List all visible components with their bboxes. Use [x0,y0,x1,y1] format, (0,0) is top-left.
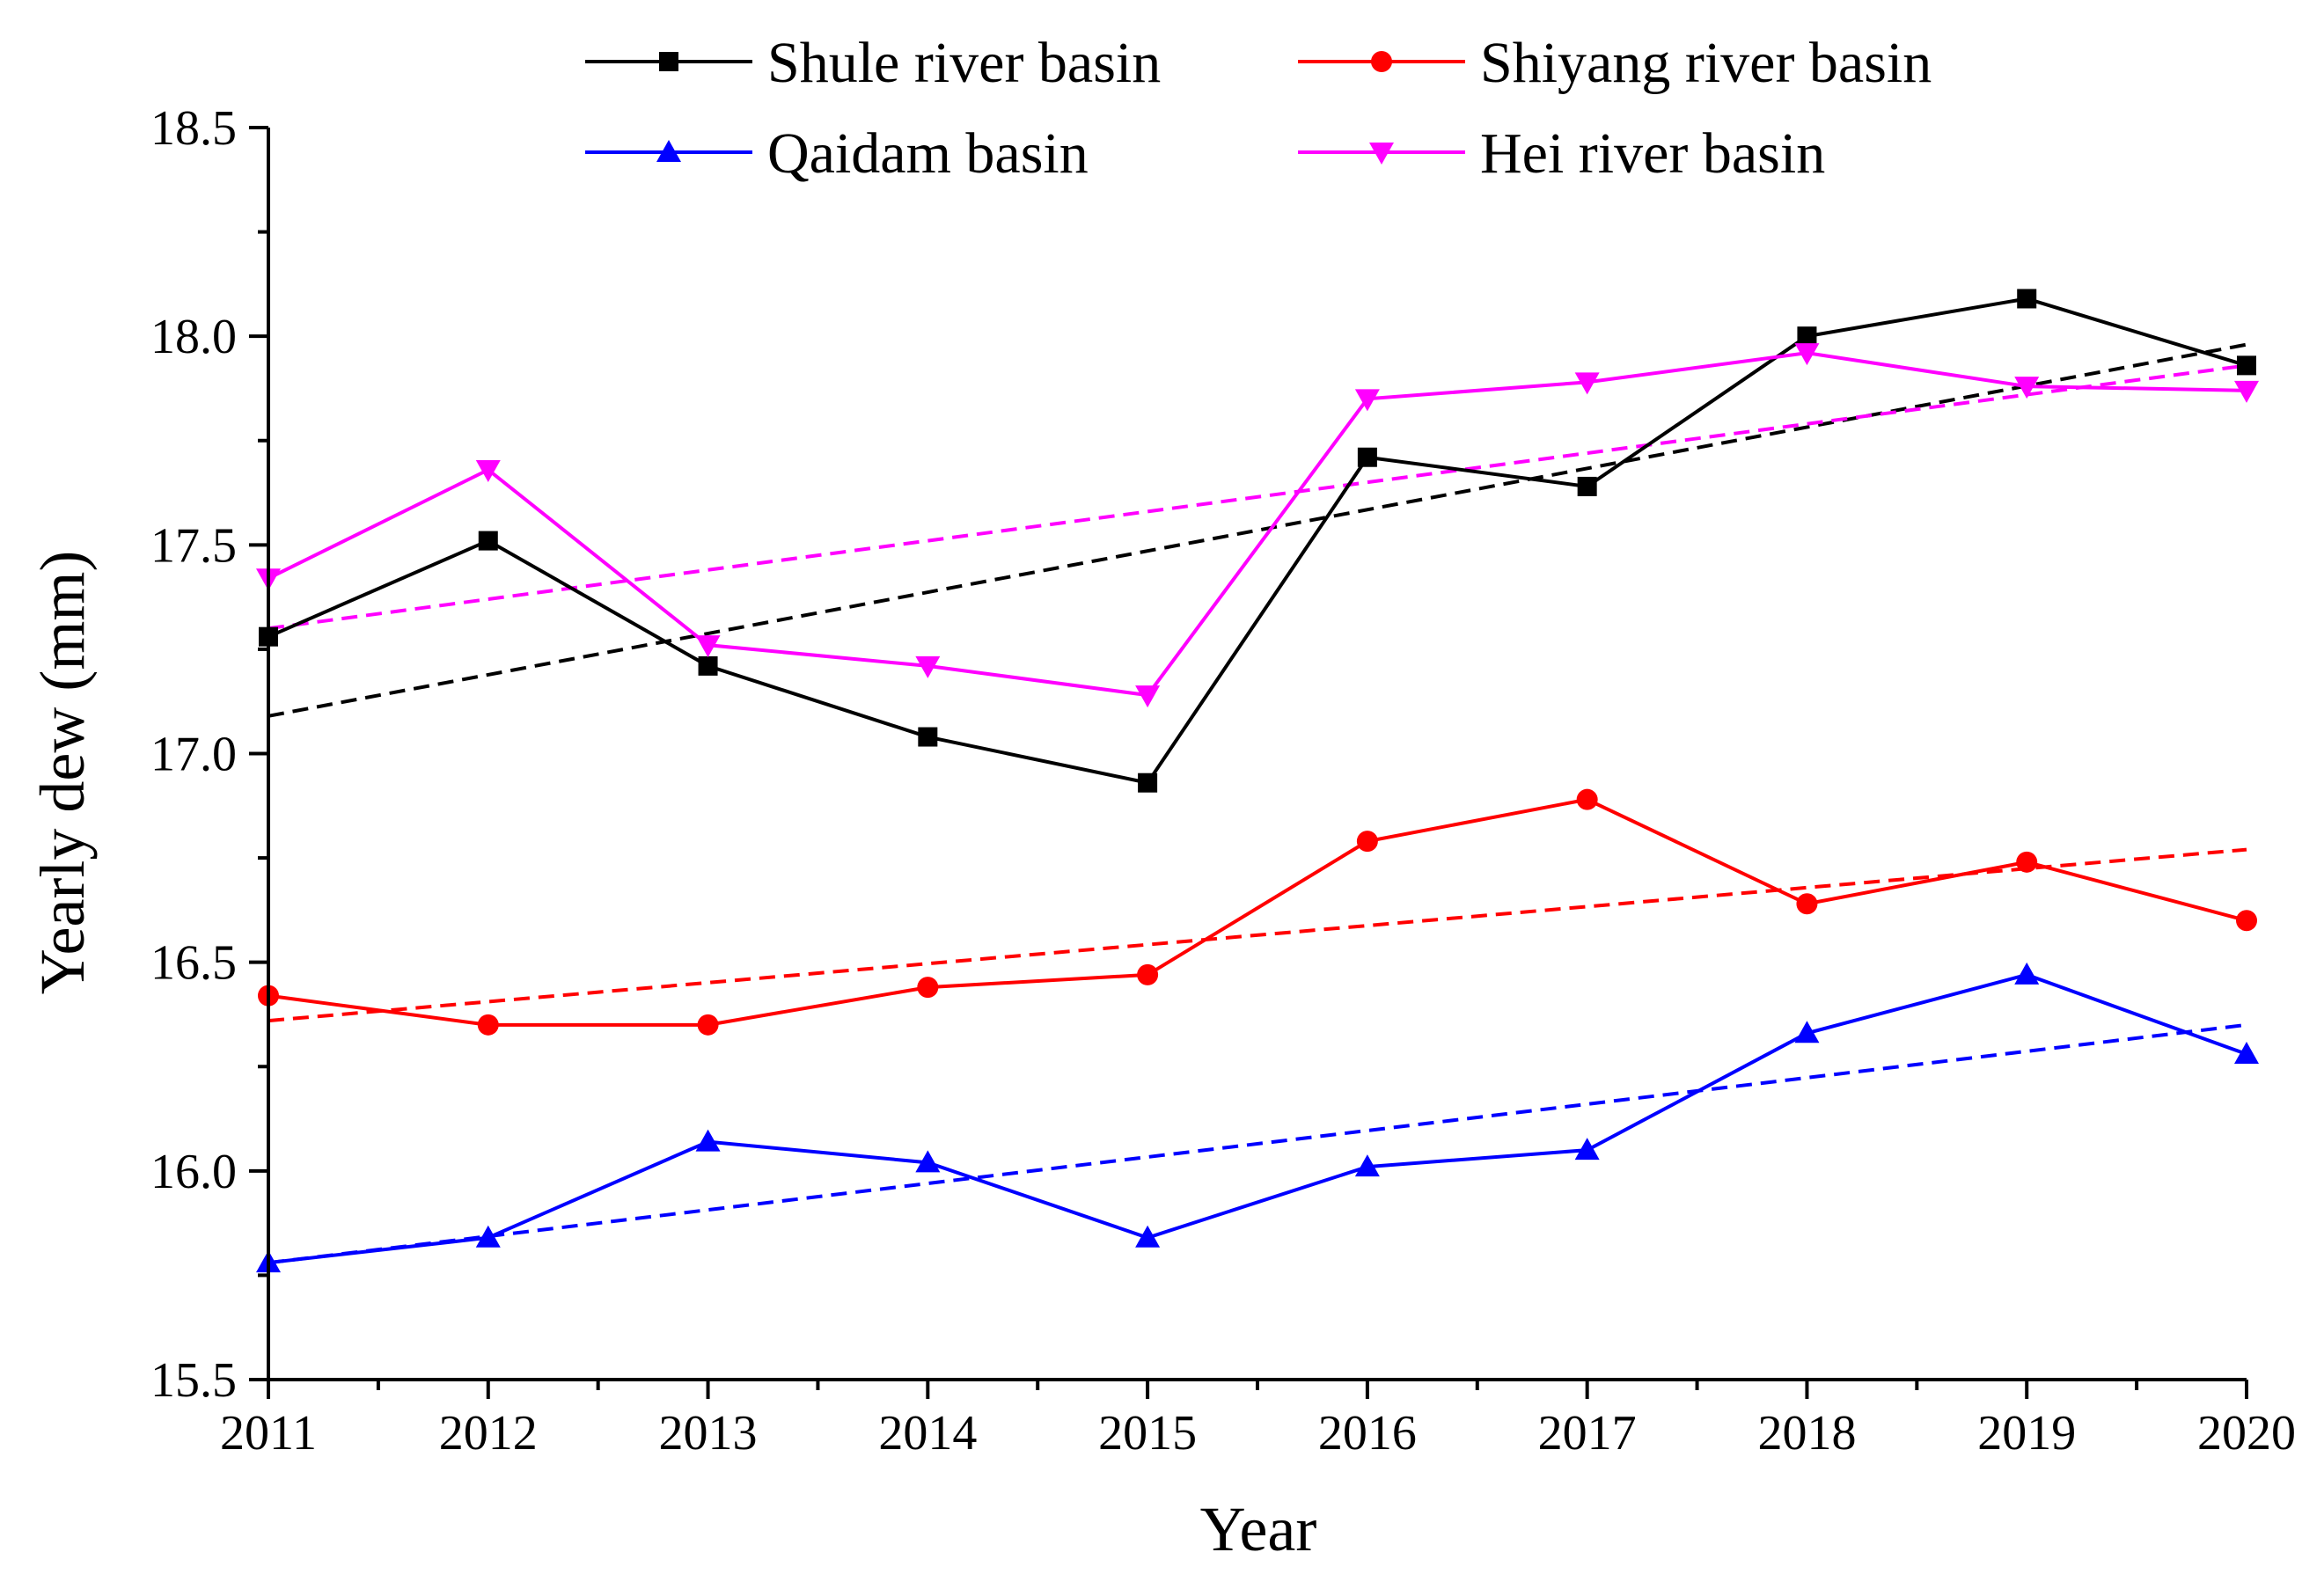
y-tick-label-16.5: 16.5 [150,936,237,991]
x-tick-label-2015: 2015 [1098,1406,1197,1461]
trendline-qaidam-basin [268,1022,2247,1265]
trendline-hei-river-basin [268,363,2247,631]
data-point-shiyang-river-basin-2016 [1356,831,1378,853]
legend-marker-qaidam-basin [656,140,681,162]
data-point-hei-river-basin-2013 [695,635,721,658]
data-point-shiyang-river-basin-2012 [477,1014,499,1036]
x-tick-label-2016: 2016 [1318,1406,1417,1461]
data-point-shiyang-river-basin-2014 [917,977,939,999]
data-point-shule-river-basin-2017 [1577,476,1597,496]
data-point-hei-river-basin-2016 [1354,389,1380,412]
data-point-hei-river-basin-2015 [1135,685,1161,708]
data-point-hei-river-basin-2018 [1794,343,1820,366]
x-tick-label-2014: 2014 [878,1406,977,1461]
data-point-hei-river-basin-2014 [915,655,941,678]
data-point-shiyang-river-basin-2020 [2236,910,2257,932]
data-point-shiyang-river-basin-2017 [1576,788,1598,810]
plot-area [256,289,2259,1273]
x-tick-label-2013: 2013 [659,1406,758,1461]
data-point-qaidam-basin-2013 [695,1129,721,1152]
x-tick-label-2020: 2020 [2197,1406,2296,1461]
data-point-shiyang-river-basin-2013 [697,1014,719,1036]
data-point-shule-river-basin-2012 [478,531,498,551]
data-point-shule-river-basin-2014 [918,727,938,747]
data-point-qaidam-basin-2017 [1574,1138,1600,1161]
trendline-shiyang-river-basin [268,847,2247,1023]
series-line-hei-river-basin [268,351,2247,698]
data-point-shule-river-basin-2020 [2237,355,2256,376]
data-point-qaidam-basin-2019 [2014,962,2040,985]
data-point-shiyang-river-basin-2018 [1796,893,1818,915]
trendline-shule-river-basin [268,342,2247,718]
legend-marker-shiyang-river-basin [1371,51,1392,72]
legend-label-hei-river-basin: Hei river basin [1480,121,1825,186]
data-point-qaidam-basin-2018 [1794,1021,1820,1043]
data-point-qaidam-basin-2012 [475,1225,501,1248]
data-point-shiyang-river-basin-2019 [2016,851,2038,873]
data-point-qaidam-basin-2016 [1354,1154,1380,1177]
legend: Shule river basin Shiyang river basin Qaid… [585,31,1932,186]
data-point-qaidam-basin-2015 [1135,1225,1161,1248]
y-tick-label-16.0: 16.0 [150,1145,237,1199]
x-tick-label-2018: 2018 [1757,1406,1856,1461]
legend-marker-shule-river-basin [659,52,678,71]
data-point-shule-river-basin-2013 [698,655,718,676]
legend-label-shule-river-basin: Shule river basin [767,31,1161,95]
x-tick-label-2012: 2012 [439,1406,538,1461]
data-point-hei-river-basin-2017 [1574,372,1600,395]
data-point-shule-river-basin-2018 [1797,326,1817,347]
series-line-shiyang-river-basin [268,797,2247,1027]
legend-marker-hei-river-basin [1369,143,1394,165]
x-axis-title: Year [1200,1494,1317,1564]
data-point-hei-river-basin-2012 [475,459,501,482]
data-point-shule-river-basin-2015 [1138,773,1158,793]
data-point-hei-river-basin-2019 [2014,377,2040,399]
data-point-qaidam-basin-2014 [915,1150,941,1173]
series-line-qaidam-basin [268,972,2247,1265]
y-tick-label-17.5: 17.5 [150,518,237,573]
data-point-hei-river-basin-2020 [2234,380,2259,403]
data-point-shule-river-basin-2019 [2017,289,2037,309]
legend-label-shiyang-river-basin: Shiyang river basin [1480,31,1932,95]
series-line-shule-river-basin [268,297,2247,785]
y-axis-title: Yearly dew (mm) [27,551,98,995]
x-tick-label-2011: 2011 [220,1406,317,1461]
y-tick-label-18.5: 18.5 [150,101,237,156]
data-point-shule-river-basin-2016 [1357,447,1377,467]
axes: 15.5 16.0 16.5 17.0 17.5 18.0 18.5 2011 2012 2013… [150,101,2296,1461]
y-tick-label-15.5: 15.5 [150,1353,237,1408]
y-tick-label-18.0: 18.0 [150,310,237,364]
y-tick-label-17.0: 17.0 [150,728,237,782]
x-tick-label-2017: 2017 [1538,1406,1637,1461]
x-tick-label-2019: 2019 [1977,1406,2076,1461]
data-point-shiyang-river-basin-2015 [1137,963,1159,985]
legend-label-qaidam-basin: Qaidam basin [767,121,1089,186]
data-point-qaidam-basin-2020 [2234,1042,2259,1065]
